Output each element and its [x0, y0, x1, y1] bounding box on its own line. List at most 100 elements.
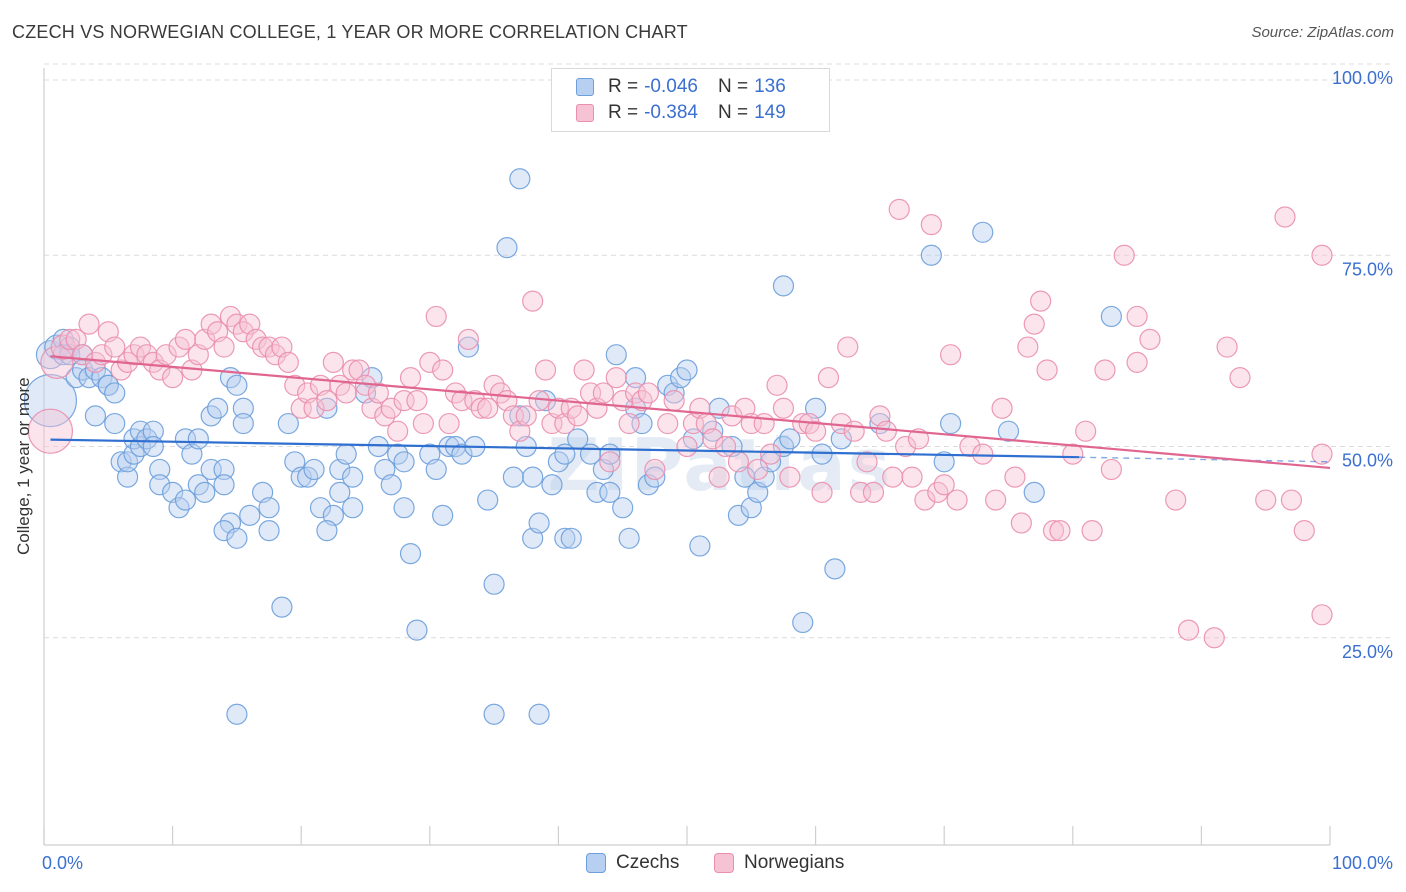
norwegian-point	[412, 412, 434, 435]
czech-point	[226, 703, 248, 725]
norwegian-point	[162, 367, 184, 389]
czech-point	[213, 458, 235, 481]
czech-point	[432, 504, 454, 526]
czech-point	[303, 458, 325, 481]
norwegian-point	[1311, 244, 1333, 266]
norwegian-point	[457, 328, 479, 350]
norwegian-point	[644, 458, 666, 481]
norwegian-point	[779, 466, 801, 488]
czech-n-value: 136	[754, 76, 786, 97]
norwegian-point	[252, 336, 274, 358]
czech-point	[213, 520, 235, 542]
norwegian-point	[991, 397, 1013, 419]
legend-item-norwegians[interactable]: Norwegians	[714, 852, 844, 874]
norwegian-n-value: 149	[754, 102, 786, 123]
norwegian-point	[1010, 512, 1032, 534]
czech-point	[522, 466, 544, 488]
norwegian-point	[676, 435, 698, 458]
x-tick-label: 0.0%	[42, 853, 83, 873]
norwegian-point	[1311, 443, 1333, 465]
norwegian-point	[1062, 443, 1084, 465]
norwegian-point	[592, 382, 615, 404]
norwegian-point	[637, 382, 660, 404]
norwegian-point	[419, 351, 441, 373]
czech-point	[142, 435, 164, 458]
norwegian-point	[380, 397, 402, 419]
czech-point	[271, 596, 293, 618]
norwegian-point	[895, 435, 917, 458]
norwegian-point	[1049, 520, 1071, 542]
norwegian-point	[155, 344, 177, 366]
czech-point	[940, 412, 962, 435]
czech-point	[541, 474, 563, 496]
czech-point	[509, 168, 531, 190]
czech-r-value: -0.046	[644, 76, 698, 97]
czech-point	[393, 451, 415, 473]
czech-point	[824, 558, 846, 580]
czech-point	[727, 504, 750, 526]
norwegian-point	[1004, 466, 1026, 488]
czech-point	[316, 520, 338, 542]
norwegian-point	[406, 390, 428, 412]
czech-point	[528, 703, 550, 725]
czech-point	[104, 382, 126, 404]
czech-point	[586, 481, 608, 503]
czech-point	[399, 542, 422, 565]
norwegian-point	[727, 451, 750, 473]
norwegian-point	[907, 428, 930, 450]
norwegian-trend-line	[50, 355, 1331, 470]
correlation-legend: R = -0.046 N = 136 R = -0.384 N = 149	[551, 68, 830, 132]
norwegian-point	[940, 344, 962, 366]
czech-point	[116, 466, 139, 488]
norwegian-point	[1274, 206, 1296, 228]
norwegian-point	[393, 390, 415, 412]
legend-label-czechs: Czechs	[616, 852, 680, 873]
czech-point	[457, 336, 479, 358]
norwegian-point	[920, 214, 942, 236]
norwegian-point	[174, 328, 197, 350]
norwegian-point	[605, 367, 627, 389]
czech-r-label: R =	[608, 76, 639, 97]
norwegian-point	[335, 382, 357, 404]
norwegian-point	[1023, 313, 1045, 335]
norwegian-point	[972, 443, 994, 465]
czech-point	[1023, 481, 1045, 503]
czech-point	[624, 367, 647, 389]
czech-point	[528, 512, 550, 534]
norwegian-point	[322, 351, 344, 373]
czech-point	[830, 428, 852, 450]
czech-point	[329, 481, 351, 503]
norwegian-point	[1113, 244, 1135, 266]
czech-point	[232, 412, 254, 435]
norwegian-point	[432, 359, 454, 381]
czech-point	[239, 504, 261, 526]
norwegian-point	[387, 420, 409, 442]
norwegian-point	[985, 489, 1007, 511]
norwegian-point	[1177, 619, 1200, 641]
norwegian-point	[817, 367, 840, 389]
norwegian-point	[303, 397, 325, 419]
norwegian-point	[522, 290, 544, 312]
norwegian-point	[1280, 489, 1303, 511]
norwegian-point	[862, 481, 885, 503]
norwegian-n-label: N =	[717, 102, 749, 123]
czech-point	[174, 489, 197, 511]
czech-point	[342, 466, 364, 488]
norwegian-point	[1094, 359, 1116, 381]
norwegian-point	[1139, 328, 1161, 350]
czech-point	[309, 497, 332, 519]
norwegian-point	[811, 481, 833, 503]
norwegian-point	[277, 351, 299, 373]
norwegian-point	[1229, 367, 1251, 389]
czech-point	[560, 527, 582, 549]
czech-point	[149, 474, 171, 496]
czech-point	[509, 405, 531, 427]
legend-row-czech: R = -0.046 N = 136	[576, 75, 786, 99]
norwegian-point	[1293, 520, 1315, 542]
norwegian-point	[1126, 305, 1148, 328]
legend-item-czechs[interactable]: Czechs	[586, 852, 679, 874]
czech-point	[226, 374, 248, 396]
norwegian-point	[888, 198, 910, 220]
czech-point	[792, 611, 814, 634]
norwegian-point	[837, 336, 859, 358]
